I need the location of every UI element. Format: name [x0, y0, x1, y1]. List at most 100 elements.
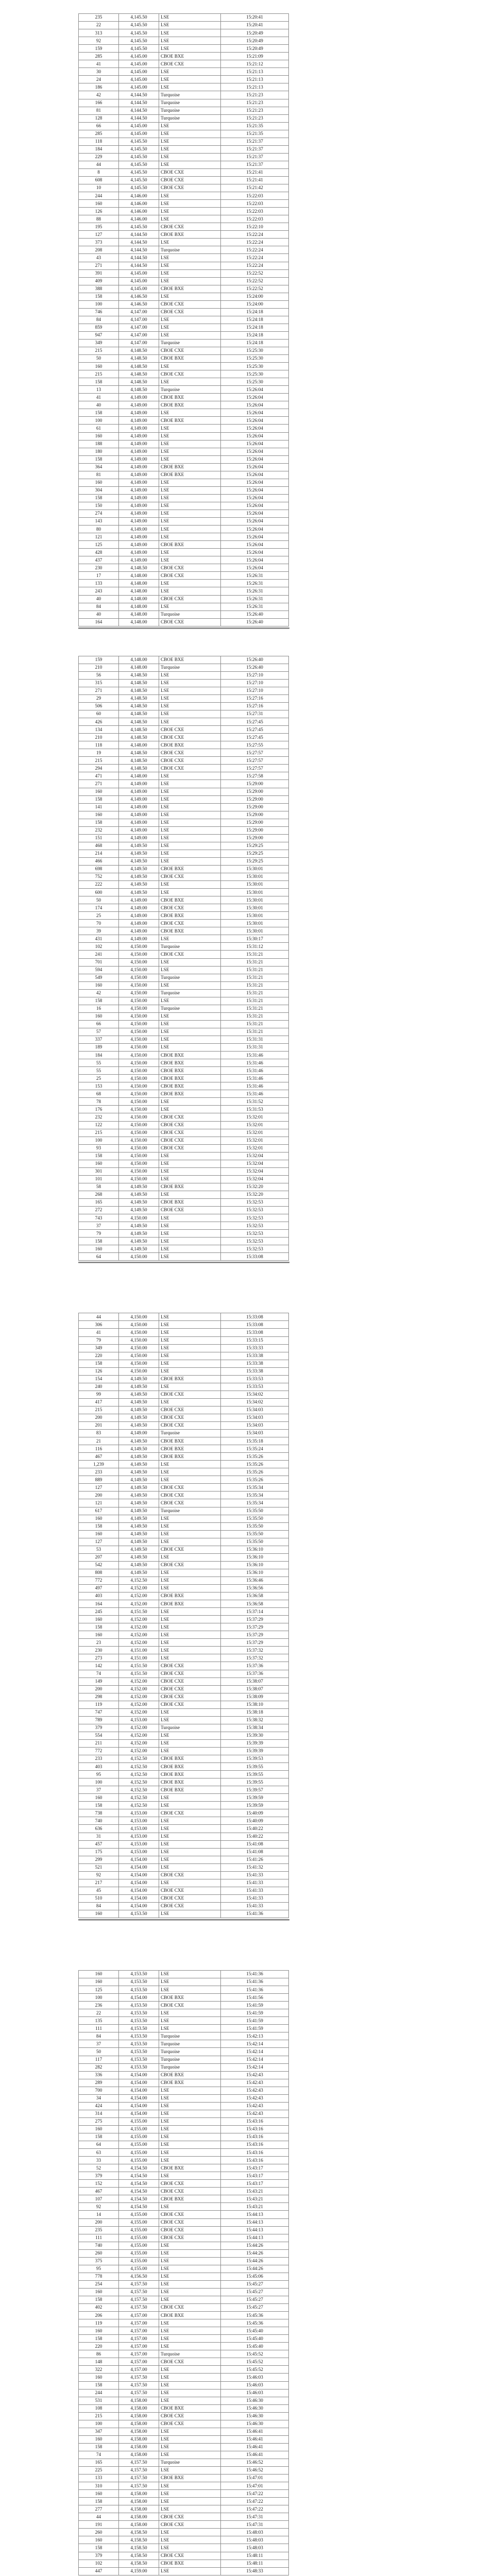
cell-venue: CBOE BXE [159, 1600, 221, 1608]
cell-price: 4,149.50 [118, 865, 159, 874]
cell-quantity: 122 [78, 1121, 119, 1129]
cell-quantity: 457 [78, 1840, 119, 1849]
cell-time: 15:26:04 [220, 564, 289, 572]
table-row: 40 4,149.00 CBOE BXE 15:26:04 [78, 401, 289, 410]
table-row: 160 4,152.50 LSE 15:39:59 [78, 1793, 289, 1802]
cell-venue: CBOE CXE [159, 1886, 221, 1895]
cell-venue: LSE [159, 2466, 221, 2475]
cell-venue: LSE [159, 1863, 221, 1872]
cell-time: 15:45:27 [220, 2280, 289, 2289]
cell-venue: CBOE BXE [159, 1082, 221, 1091]
cell-quantity: 108 [78, 2404, 119, 2413]
cell-venue: CBOE BXE [159, 1090, 221, 1098]
cell-time: 15:35:50 [220, 1522, 289, 1531]
cell-venue: LSE [159, 29, 221, 38]
cell-price: 4,158.00 [118, 2505, 159, 2514]
cell-time: 15:26:40 [220, 610, 289, 619]
table-row: 191 4,158.00 CBOE CXE 15:47:31 [78, 2520, 289, 2529]
cell-time: 15:30:01 [220, 919, 289, 928]
cell-venue: LSE [159, 718, 221, 726]
cell-quantity: 260 [78, 2249, 119, 2258]
cell-quantity: 39 [78, 927, 119, 936]
cell-quantity: 158 [78, 1151, 119, 1160]
table-row: 315 4,148.50 LSE 15:27:10 [78, 679, 289, 687]
cell-price: 4,150.00 [118, 973, 159, 982]
cell-quantity: 158 [78, 1623, 119, 1632]
table-row: 100 4,150.00 CBOE CXE 15:32:01 [78, 1136, 289, 1145]
table-row: 66 4,145.00 LSE 15:21:35 [78, 122, 289, 130]
cell-time: 15:44:26 [220, 2241, 289, 2250]
cell-price: 4,154.00 [118, 1993, 159, 2002]
cell-price: 4,149.00 [118, 834, 159, 842]
trade-table-1-body: 235 4,145.50 LSE 15:20:41 22 4,145.50 LSE 15:20… [78, 13, 289, 626]
cell-venue: CBOE BXE [159, 2078, 221, 2087]
cell-price: 4,153.50 [118, 2047, 159, 2056]
cell-quantity: 86 [78, 2350, 119, 2359]
cell-time: 15:26:04 [220, 393, 289, 402]
cell-time: 15:26:04 [220, 416, 289, 425]
cell-quantity: 241 [78, 950, 119, 959]
cell-venue: CBOE CXE [159, 1902, 221, 1910]
cell-quantity: 159 [78, 44, 119, 53]
cell-time: 15:33:38 [220, 1359, 289, 1368]
cell-price: 4,149.50 [118, 1237, 159, 1246]
cell-price: 4,149.50 [118, 1499, 159, 1507]
cell-time: 15:41:36 [220, 1970, 289, 1979]
cell-quantity: 304 [78, 486, 119, 495]
cell-time: 15:26:04 [220, 385, 289, 394]
table-row: 471 4,148.00 LSE 15:27:58 [78, 772, 289, 781]
cell-time: 15:39:53 [220, 1755, 289, 1764]
cell-time: 15:46:30 [220, 2404, 289, 2413]
cell-time: 15:39:39 [220, 1747, 289, 1756]
cell-venue: LSE [159, 779, 221, 788]
cell-venue: CBOE CXE [159, 749, 221, 757]
cell-time: 15:22:10 [220, 223, 289, 231]
table-row: 600 4,149.50 LSE 15:30:01 [78, 888, 289, 897]
cell-time: 15:35:26 [220, 1476, 289, 1484]
cell-time: 15:41:59 [220, 2024, 289, 2033]
cell-price: 4,157.00 [118, 2342, 159, 2351]
cell-time: 15:33:08 [220, 1328, 289, 1337]
cell-venue: LSE [159, 1012, 221, 1021]
cell-time: 15:36:10 [220, 1568, 289, 1577]
cell-time: 15:48:11 [220, 2559, 289, 2568]
cell-time: 15:32:53 [220, 1206, 289, 1215]
cell-venue: LSE [159, 1222, 221, 1230]
cell-venue: LSE [159, 1576, 221, 1585]
cell-time: 15:41:26 [220, 1855, 289, 1864]
cell-venue: LSE [159, 1367, 221, 1376]
cell-venue: CBOE BXE [159, 2195, 221, 2204]
cell-quantity: 225 [78, 2466, 119, 2475]
cell-time: 15:38:07 [220, 1685, 289, 1693]
cell-time: 15:26:40 [220, 655, 289, 664]
cell-price: 4,158.00 [118, 2427, 159, 2436]
cell-price: 4,149.00 [118, 393, 159, 402]
table-row: 128 4,144.50 Turquoise 15:21:23 [78, 114, 289, 123]
cell-quantity: 215 [78, 370, 119, 379]
table-row: 121 4,149.00 LSE 15:26:04 [78, 533, 289, 541]
cell-price: 4,154.00 [118, 1878, 159, 1887]
cell-price: 4,147.00 [118, 308, 159, 316]
cell-price: 4,154.50 [118, 2187, 159, 2196]
cell-time: 15:35:50 [220, 1506, 289, 1515]
table-row: 61 4,149.00 LSE 15:26:04 [78, 424, 289, 433]
table-row: 700 4,154.00 LSE 15:42:43 [78, 2086, 289, 2095]
table-row: 158 4,146.50 LSE 15:24:00 [78, 292, 289, 301]
cell-quantity: 701 [78, 958, 119, 967]
cell-price: 4,149.50 [118, 1468, 159, 1477]
table-row: 740 4,155.00 LSE 15:44:26 [78, 2241, 289, 2250]
cell-quantity: 229 [78, 152, 119, 161]
cell-time: 15:22:03 [220, 207, 289, 216]
cell-time: 15:37:29 [220, 1623, 289, 1632]
cell-venue: CBOE CXE [159, 919, 221, 928]
cell-time: 15:32:01 [220, 1128, 289, 1137]
cell-time: 15:35:26 [220, 1468, 289, 1477]
cell-quantity: 184 [78, 145, 119, 154]
table-row: 92 4,145.50 LSE 15:20:49 [78, 37, 289, 45]
cell-price: 4,152.00 [118, 1677, 159, 1686]
cell-time: 15:26:04 [220, 501, 289, 511]
table-row: 44 4,158.00 CBOE CXE 15:47:31 [78, 2513, 289, 2521]
cell-time: 15:45:36 [220, 2319, 289, 2328]
table-row: 426 4,148.50 LSE 15:27:45 [78, 718, 289, 726]
cell-time: 15:21:09 [220, 52, 289, 61]
